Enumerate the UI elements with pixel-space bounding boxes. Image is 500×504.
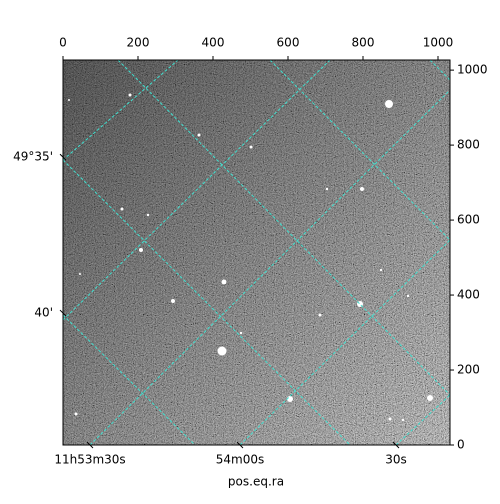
grid-line	[63, 314, 196, 445]
x-tick-label: 200	[127, 36, 150, 50]
x-tick-label: 400	[202, 36, 225, 50]
dec-tick	[59, 309, 67, 317]
dec-tick	[59, 153, 67, 161]
x-tick-label: 1000	[423, 36, 454, 50]
grid	[63, 60, 450, 445]
x-axis-label: pos.eq.ra	[228, 475, 284, 489]
grid-line	[239, 239, 450, 445]
ra-tick	[86, 441, 94, 449]
x-tick-label: 600	[277, 36, 300, 50]
y-tick-label: 200	[457, 363, 480, 377]
grid-line	[269, 60, 450, 241]
grid-line	[89, 89, 450, 445]
y-tick-label: 1000	[457, 63, 488, 77]
ra-tick	[392, 441, 400, 449]
dec-tick-label: 49°35'	[13, 150, 53, 164]
y-tick-label: 400	[457, 288, 480, 302]
x-tick-label: 800	[352, 36, 375, 50]
grid-line	[395, 394, 450, 445]
x-tick-label: 0	[59, 36, 67, 50]
grid-line	[63, 159, 351, 445]
grid-line	[63, 60, 331, 321]
y-tick-label: 0	[457, 438, 465, 452]
grid-line	[117, 60, 450, 396]
dec-tick-label: 40'	[34, 306, 53, 320]
y-tick-label: 800	[457, 138, 480, 152]
y-tick-label: 600	[457, 213, 480, 227]
ra-tick-label: 30s	[385, 453, 407, 467]
sky-image	[63, 60, 450, 445]
plot-frame	[62, 59, 451, 446]
ra-tick	[236, 441, 244, 449]
ra-tick-label: 54m00s	[216, 453, 264, 467]
ra-tick-label: 11h53m30s	[54, 453, 125, 467]
grid-line	[63, 60, 179, 161]
